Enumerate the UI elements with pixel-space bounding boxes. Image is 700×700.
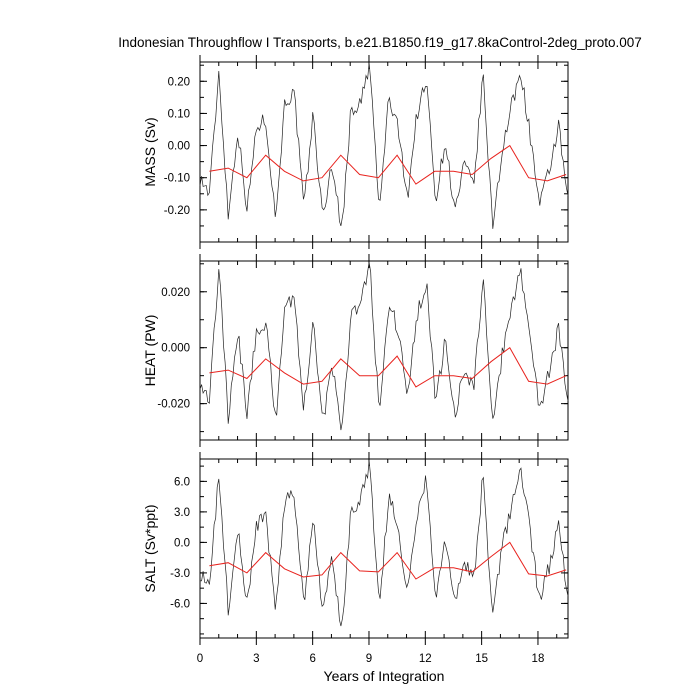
salt-ytick-label: 0.0 [174,537,190,549]
xtick-label: 18 [532,653,545,665]
heat-ytick-label: -0.020 [157,399,190,411]
salt-panel-frame [199,458,569,639]
xtick-label: 3 [253,653,259,665]
mass-monthly-series [199,62,569,229]
xtick-label: 0 [197,653,203,665]
salt-ytick-label: 6.0 [174,476,190,488]
xtick-label: 15 [475,653,488,665]
xtick-label: 9 [366,653,372,665]
mass-ytick-label: 0.10 [168,108,190,120]
salt-annual-mean-series [209,541,567,580]
x-axis-label: Years of Integration [324,668,445,684]
salt-monthly-series [199,460,569,627]
mass-ytick-label: 0.20 [168,76,190,88]
xtick-label: 6 [309,653,315,665]
heat-ylabel: HEAT (PW) [142,315,158,387]
mass-annual-mean-series [209,144,567,185]
salt-ytick-label: 3.0 [174,507,190,519]
heat-ytick-label: 0.020 [161,287,190,299]
heat-ytick-label: 0.000 [161,343,190,355]
mass-ylabel: MASS (Sv) [142,117,158,186]
mass-ytick-label: -0.10 [164,173,190,185]
xtick-label: 12 [419,653,432,665]
heat-panel-frame [199,260,569,441]
salt-ytick-label: -6.0 [170,598,190,610]
chart-title: Indonesian Throughflow I Transports, b.e… [118,35,642,50]
mass-ytick-label: -0.20 [164,205,190,217]
mass-panel-frame [199,61,569,243]
salt-ytick-label: -3.0 [170,568,190,580]
mass-ytick-label: 0.00 [168,141,190,153]
heat-monthly-series [199,262,569,431]
heat-annual-mean-series [209,346,567,388]
salt-ylabel: SALT (Sv*ppt) [142,504,158,592]
